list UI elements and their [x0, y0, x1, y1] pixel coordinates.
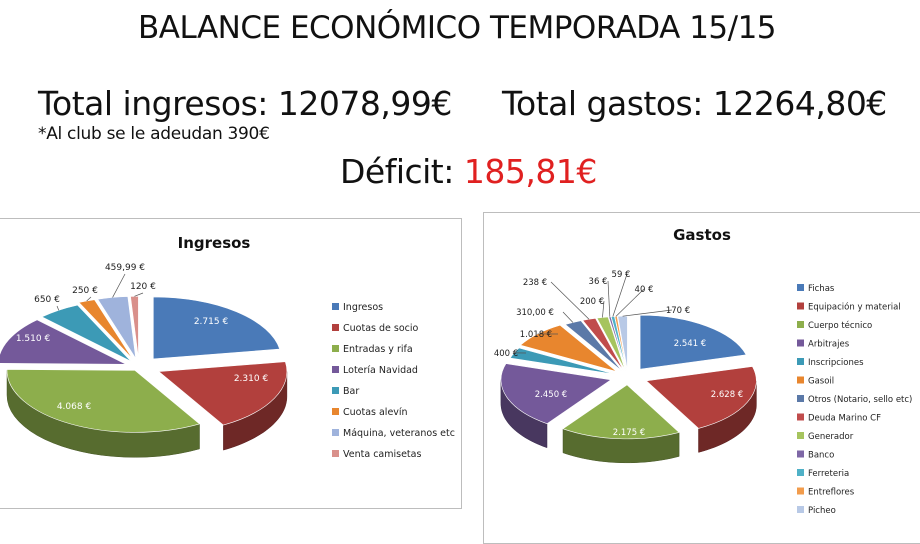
legend-swatch-equipacion-y-material — [797, 303, 804, 310]
legend-swatch-otros-notario-sello-etc — [797, 395, 804, 402]
legend-label-venta-camisetas: Venta camisetas — [343, 449, 421, 460]
data-label-bar: 650 € — [34, 295, 60, 305]
legend-swatch-cuotas-alevin — [332, 408, 339, 415]
data-label-leader — [57, 306, 59, 310]
legend-swatch-loteria-navidad — [332, 366, 339, 373]
data-label-ingresos: 2.715 € — [194, 317, 229, 327]
chart-title: Gastos — [673, 226, 731, 244]
total-ingresos-text: Total ingresos: 12078,99€ — [38, 84, 452, 123]
legend-label-deuda-marino-cf: Deuda Marino CF — [808, 414, 881, 424]
legend-swatch-fichas — [797, 284, 804, 291]
legend-label-fichas: Fichas — [808, 284, 835, 294]
legend-swatch-cuerpo-tecnico — [797, 321, 804, 328]
data-label-gasoil: 1.018 € — [520, 330, 552, 340]
legend-label-cuerpo-tecnico: Cuerpo técnico — [808, 320, 872, 331]
page-title: BALANCE ECONÓMICO TEMPORADA 15/15 — [138, 10, 776, 46]
data-label-cuerpo-tecnico: 2.175 € — [613, 428, 645, 438]
legend-swatch-bar — [332, 387, 339, 394]
legend-swatch-ferreteria — [797, 469, 804, 476]
data-label-banco: 36 € — [589, 277, 608, 287]
data-label-venta-camisetas: 120 € — [130, 282, 156, 292]
legend-swatch-arbitrajes — [797, 340, 804, 347]
legend-swatch-cuotas-de-socio — [332, 324, 339, 331]
slice-ingresos — [153, 297, 279, 359]
legend-swatch-deuda-marino-cf — [797, 414, 804, 421]
data-label-entreflores: 40 € — [635, 285, 654, 295]
legend-label-ferreteria: Ferreteria — [808, 469, 849, 479]
legend-label-cuotas-alevin: Cuotas alevín — [343, 407, 408, 418]
legend-label-entreflores: Entreflores — [808, 488, 855, 498]
legend-label-entradas-y-rifa: Entradas y rifa — [343, 344, 413, 355]
data-label-loteria-navidad: 1.510 € — [16, 334, 51, 344]
data-label-ferreteria: 59 € — [612, 270, 631, 280]
data-label-cuotas-de-socio: 2.310 € — [234, 374, 269, 384]
deficit-value: 185,81€ — [464, 152, 597, 191]
data-label-deuda-marino-cf: 238 € — [523, 278, 547, 288]
data-label-picheo: 170 € — [666, 306, 690, 316]
legend-label-maquina-veteranos-etc: Máquina, veteranos etc — [343, 428, 455, 439]
deficit-line: Déficit: 185,81€ — [340, 152, 597, 191]
legend-swatch-banco — [797, 451, 804, 458]
legend-label-banco: Banco — [808, 451, 834, 461]
legend-label-generador: Generador — [808, 432, 854, 442]
legend-swatch-ingresos — [332, 303, 339, 310]
legend-label-inscripciones: Inscripciones — [808, 358, 864, 368]
legend-swatch-entradas-y-rifa — [332, 345, 339, 352]
legend-label-bar: Bar — [343, 386, 359, 397]
data-label-leader — [563, 312, 573, 322]
data-label-leader — [608, 281, 610, 317]
legend-swatch-gasoil — [797, 377, 804, 384]
data-label-equipacion-y-material: 2.628 € — [711, 390, 743, 400]
data-label-leader — [113, 274, 125, 297]
legend-label-picheo: Picheo — [808, 506, 836, 516]
legend-swatch-venta-camisetas — [332, 450, 339, 457]
ingresos-pie-chart: Ingresos 2.715 € 2.310 € 4.068 € 1.510 € 650 … — [0, 219, 461, 508]
legend-label-gasoil: Gasoil — [808, 377, 834, 387]
legend-swatch-entreflores — [797, 488, 804, 495]
legend-swatch-picheo — [797, 506, 804, 513]
data-label-cuotas-alevin: 250 € — [72, 286, 98, 296]
deficit-label: Déficit: — [340, 152, 464, 191]
data-label-generador: 200 € — [580, 297, 604, 307]
legend-swatch-maquina-veteranos-etc — [332, 429, 339, 436]
legend-label-cuotas-de-socio: Cuotas de socio — [343, 323, 419, 334]
total-gastos-text: Total gastos: 12264,80€ — [502, 84, 887, 123]
ingresos-chart-panel: Ingresos 2.715 € 2.310 € 4.068 € 1.510 € 650 … — [0, 218, 462, 509]
legend-label-otros-notario-sello-etc: Otros (Notario, sello etc) — [808, 395, 912, 405]
legend-label-ingresos: Ingresos — [343, 302, 383, 313]
chart-title: Ingresos — [178, 234, 251, 252]
legend-label-equipacion-y-material: Equipación y material — [808, 302, 901, 313]
debt-note: *Al club se le adeudan 390€ — [38, 124, 270, 144]
legend-label-arbitrajes: Arbitrajes — [808, 340, 850, 350]
data-label-otros-notario-sello-etc: 310,00 € — [516, 308, 554, 318]
legend-label-loteria-navidad: Lotería Navidad — [343, 365, 418, 376]
data-label-fichas: 2.541 € — [674, 339, 706, 349]
data-label-entradas-y-rifa: 4.068 € — [57, 402, 92, 412]
data-label-maquina-veteranos-etc: 459,99 € — [105, 263, 145, 273]
data-label-inscripciones: 400 € — [494, 349, 518, 359]
legend-swatch-inscripciones — [797, 358, 804, 365]
legend-swatch-generador — [797, 432, 804, 439]
data-label-leader — [613, 274, 627, 317]
data-label-arbitrajes: 2.450 € — [535, 390, 567, 400]
data-label-leader — [134, 293, 143, 296]
